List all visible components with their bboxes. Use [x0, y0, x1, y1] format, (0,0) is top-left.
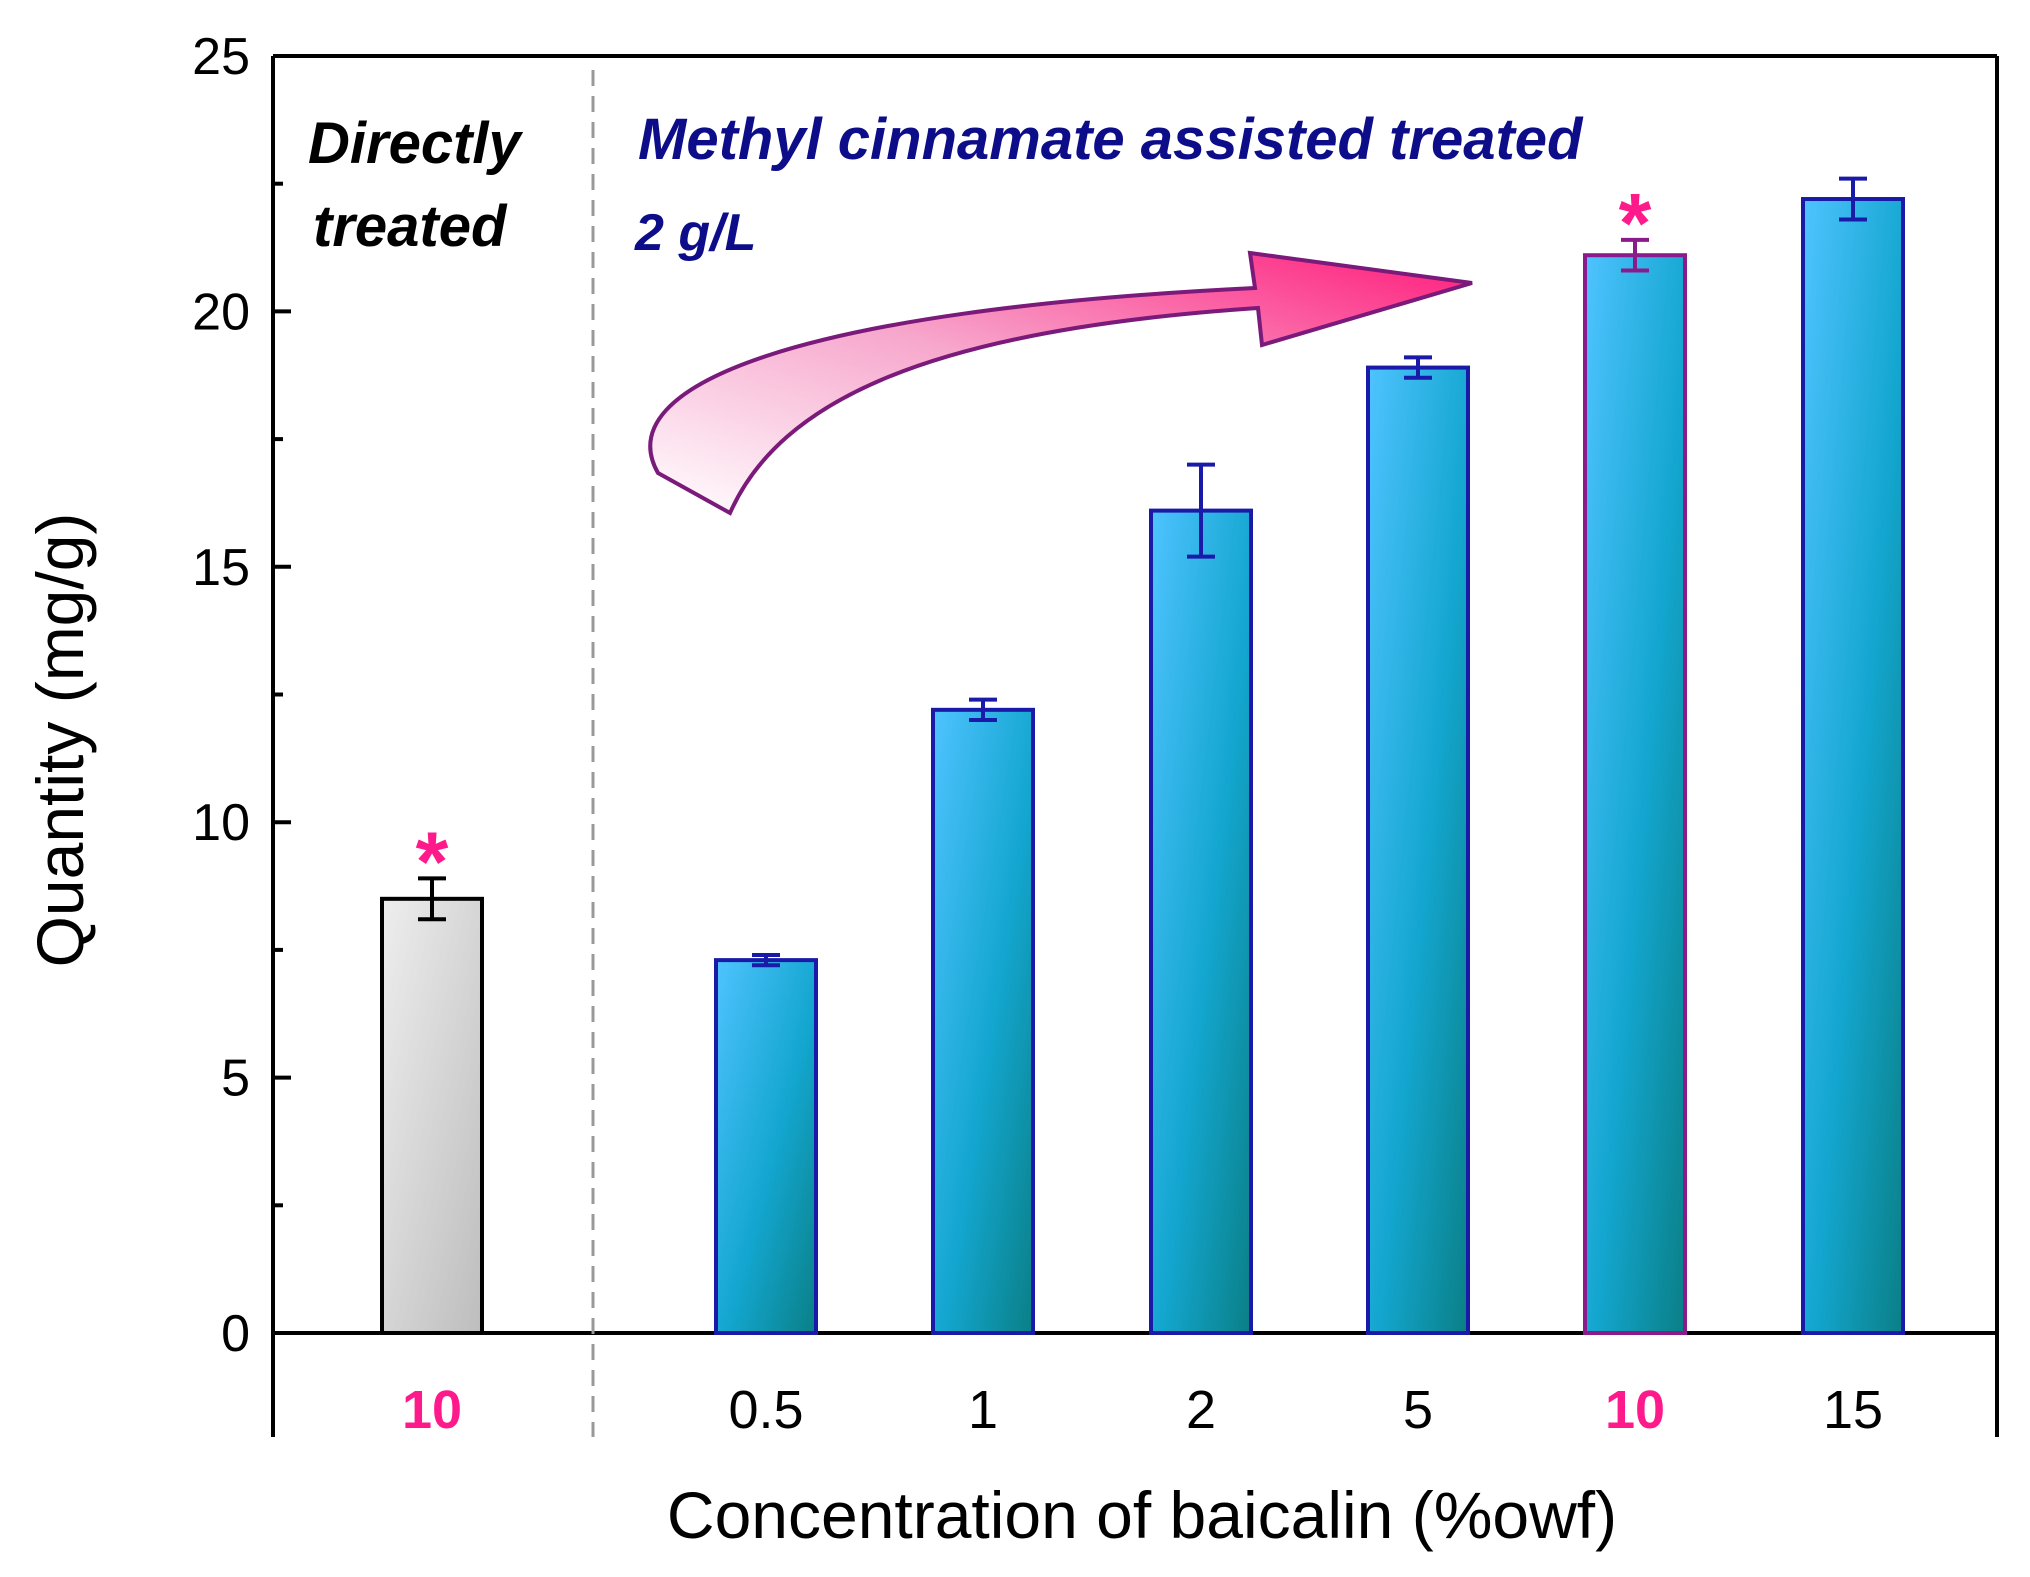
significance-star: * [416, 814, 449, 908]
group-1-label-line-2: treated [313, 194, 508, 259]
x-tick-label: 10 [402, 1380, 462, 1440]
group-2-label-line-1: Methyl cinnamate assisted treated [638, 107, 1584, 172]
bar-assisted-2 [1149, 508, 1253, 1335]
y-axis-title: Quantity (mg/g) [23, 513, 97, 968]
bar-assisted-15 [1801, 197, 1905, 1335]
bar-direct-10 [380, 896, 484, 1335]
error-bar [1404, 355, 1432, 380]
group-2-label-line-2: 2 g/L [634, 204, 756, 262]
bar-assisted-10 [1583, 253, 1687, 1335]
error-bar [1187, 462, 1215, 559]
y-tick-label: 20 [192, 283, 250, 341]
x-tick-label: 2 [1186, 1380, 1216, 1440]
error-bar [1621, 237, 1649, 273]
bar-assisted-0.5 [714, 958, 818, 1336]
y-axis-tick-labels: 0 5 10 15 20 25 [192, 28, 250, 1363]
error-bar [752, 953, 780, 968]
bar-assisted-1 [931, 707, 1035, 1335]
y-tick-label: 10 [192, 794, 250, 852]
x-axis-title: Concentration of baicalin (%owf) [667, 1478, 1617, 1552]
trend-arrow [648, 250, 1473, 516]
significance-stars: ** [416, 176, 1652, 909]
x-tick-label: 1 [968, 1380, 998, 1440]
error-bars [418, 176, 1867, 968]
plot-frame [271, 54, 1999, 1437]
bar-series [380, 197, 1905, 1336]
x-tick-label: 5 [1403, 1380, 1433, 1440]
y-axis-ticks [273, 54, 291, 1335]
y-tick-label: 25 [192, 28, 250, 86]
group-1-label-line-1: Directly [308, 111, 524, 176]
bar-assisted-5 [1366, 365, 1470, 1335]
x-tick-label: 10 [1605, 1380, 1665, 1440]
error-bar [969, 697, 997, 723]
x-tick-label: 15 [1823, 1380, 1883, 1440]
y-tick-label: 5 [221, 1050, 250, 1108]
y-tick-label: 15 [192, 539, 250, 597]
error-bar [1839, 176, 1867, 222]
x-axis-tick-labels: 10 0.5 1 2 5 10 15 [402, 1380, 1883, 1440]
error-bar [418, 876, 446, 922]
significance-star: * [1619, 176, 1652, 270]
x-tick-label: 0.5 [728, 1380, 803, 1440]
y-tick-label: 0 [221, 1305, 250, 1363]
